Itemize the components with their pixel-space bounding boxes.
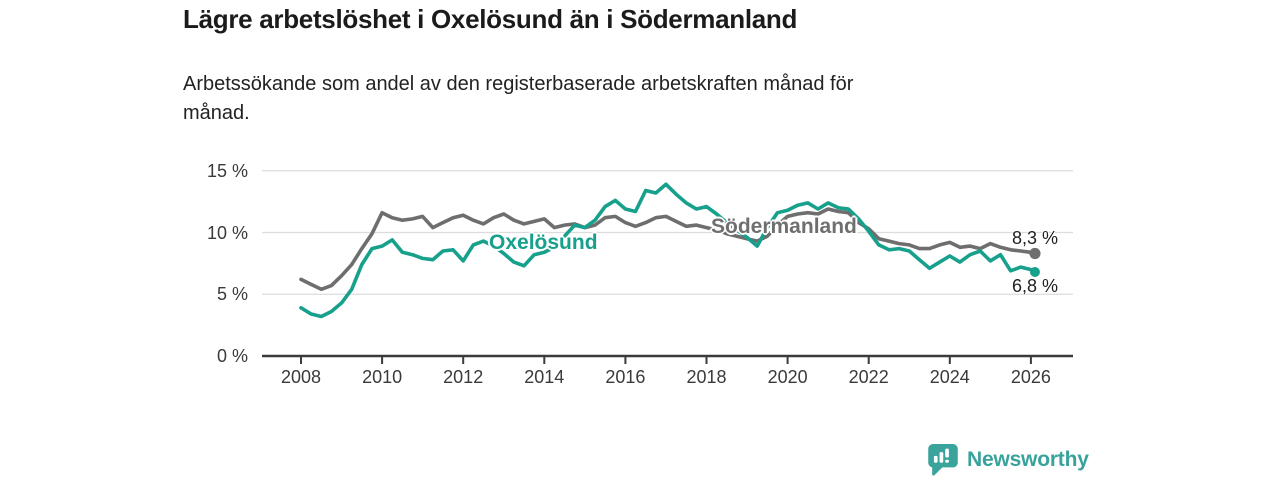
end-dot-oxelosund [1029,267,1040,278]
x-tick-label-2014: 2014 [524,367,565,387]
chart-subtitle: Arbetssökande som andel av den registerb… [183,70,1083,128]
newsworthy-logo-icon [928,444,958,476]
chart-subtitle-line2: månad. [183,102,250,124]
end-dot-sodermanland [1029,247,1041,260]
end-value-oxelosund: 6,8 % [1011,276,1058,296]
y-tick-label-15: 15 % [206,160,248,181]
newsworthy-logo[interactable]: Newsworthy [928,444,1089,476]
chart-title: Lägre arbetslöshet i Oxelösund än i Söde… [183,4,798,34]
x-tick-label-2022: 2022 [848,367,889,387]
x-tick-label-2016: 2016 [605,367,646,387]
y-tick-label-5: 5 % [216,284,248,305]
x-tick-label-2008: 2008 [280,367,322,387]
newsworthy-logo-text: Newsworthy [967,448,1089,471]
chart-subtitle-line1: Arbetssökande som andel av den registerb… [183,73,854,95]
x-tick-label-2020: 2020 [767,367,808,387]
y-tick-label-10: 10 % [206,222,248,243]
series-label-oxelosund: Oxelösund [489,231,598,254]
x-tick-label-2024: 2024 [929,367,970,387]
y-tick-label-0: 0 % [216,346,248,366]
series-label-sodermanland: Södermanland [711,215,857,238]
x-tick-label-2026: 2026 [1010,367,1051,387]
x-tick-label-2012: 2012 [443,367,484,387]
series-line-oxelosund [299,182,1037,319]
end-value-sodermanland: 8,3 % [1011,228,1058,248]
series-line-sodermanland [299,207,1037,292]
x-tick-label-2018: 2018 [686,367,727,387]
x-tick-label-2010: 2010 [362,367,403,387]
